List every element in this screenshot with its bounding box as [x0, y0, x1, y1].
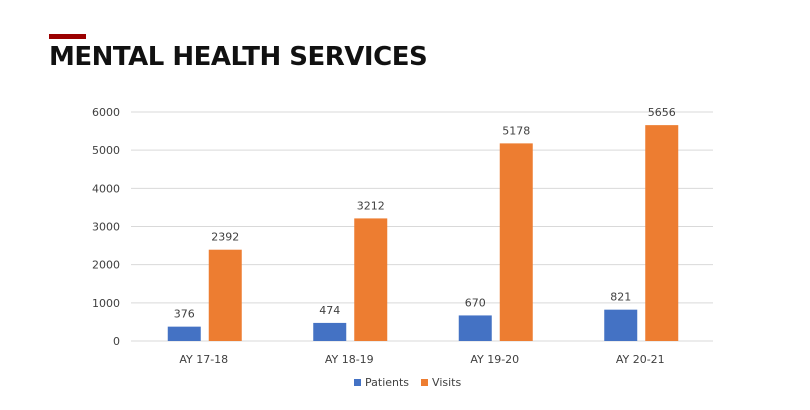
legend-label-visits: Visits	[432, 376, 462, 389]
legend: Patients Visits	[354, 376, 461, 389]
legend-item-visits: Visits	[421, 376, 461, 389]
y-tick-label: 6000	[92, 106, 120, 119]
x-tick-label: AY 17-18	[179, 353, 228, 366]
bar-patients	[604, 309, 638, 341]
y-tick-label: 2000	[92, 259, 120, 272]
bar-patients	[167, 326, 201, 341]
y-tick-label: 3000	[92, 221, 120, 234]
legend-label-patients: Patients	[365, 376, 410, 389]
legend-swatch-visits	[421, 379, 429, 386]
data-label: 3212	[357, 199, 385, 212]
x-tick-label: AY 20-21	[616, 353, 665, 366]
bar-patients	[313, 322, 347, 341]
legend-swatch-patients	[354, 379, 361, 386]
data-label: 474	[319, 304, 340, 317]
legend-item-patients: Patients	[354, 376, 409, 389]
bar-visits	[208, 249, 242, 341]
title-accent-bar	[49, 34, 86, 39]
bar-visits	[354, 218, 388, 341]
data-label: 5656	[648, 106, 676, 119]
data-label: 670	[465, 296, 486, 309]
bar-visits	[499, 143, 533, 341]
x-tick-label: AY 19-20	[470, 353, 519, 366]
y-tick-label: 0	[113, 335, 120, 348]
y-tick-label: 4000	[92, 182, 120, 195]
data-label: 821	[610, 291, 631, 304]
data-label: 5178	[502, 124, 530, 137]
y-tick-label: 1000	[92, 297, 120, 310]
bar-patients	[458, 315, 492, 341]
x-tick-label: AY 18-19	[325, 353, 374, 366]
data-label: 376	[174, 308, 195, 321]
bar-visits	[645, 125, 679, 341]
page-title: MENTAL HEALTH SERVICES	[49, 42, 428, 72]
y-tick-label: 5000	[92, 144, 120, 157]
data-label: 2392	[211, 231, 239, 244]
